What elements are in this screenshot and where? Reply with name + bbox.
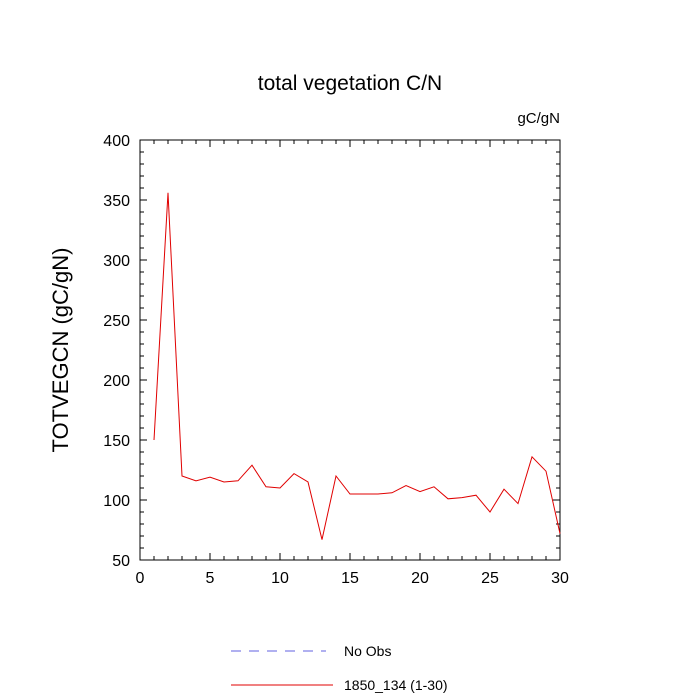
legend-label-0: No Obs [344, 643, 391, 659]
y-tick-label: 100 [103, 493, 130, 510]
y-tick-label: 250 [103, 313, 130, 330]
y-tick-label: 50 [112, 553, 130, 570]
x-tick-label: 0 [136, 570, 145, 587]
y-tick-label: 150 [103, 433, 130, 450]
x-tick-label: 15 [341, 570, 359, 587]
x-tick-label: 25 [481, 570, 499, 587]
y-tick-label: 350 [103, 193, 130, 210]
x-tick-label: 5 [206, 570, 215, 587]
y-tick-label: 200 [103, 373, 130, 390]
legend: No Obs 1850_134 (1-30) [231, 643, 448, 693]
plot-frame [139, 139, 561, 561]
x-tick-label: 20 [411, 570, 429, 587]
units-label: gC/gN [517, 110, 560, 127]
y-axis-label: TOTVEGCN (gC/gN) [48, 248, 73, 453]
legend-label-1: 1850_134 (1-30) [344, 677, 448, 693]
y-tick-label: 400 [103, 133, 130, 150]
y-tick-label: 300 [103, 253, 130, 270]
axis-ticks: 0 5 10 15 20 25 30 50 100 150 200 250 300 350 400 [103, 133, 569, 587]
chart-title: total vegetation C/N [258, 72, 442, 95]
x-tick-label: 10 [271, 570, 289, 587]
series-line-1 [153, 192, 561, 540]
series-layer [153, 192, 561, 540]
x-tick-label: 30 [551, 570, 569, 587]
